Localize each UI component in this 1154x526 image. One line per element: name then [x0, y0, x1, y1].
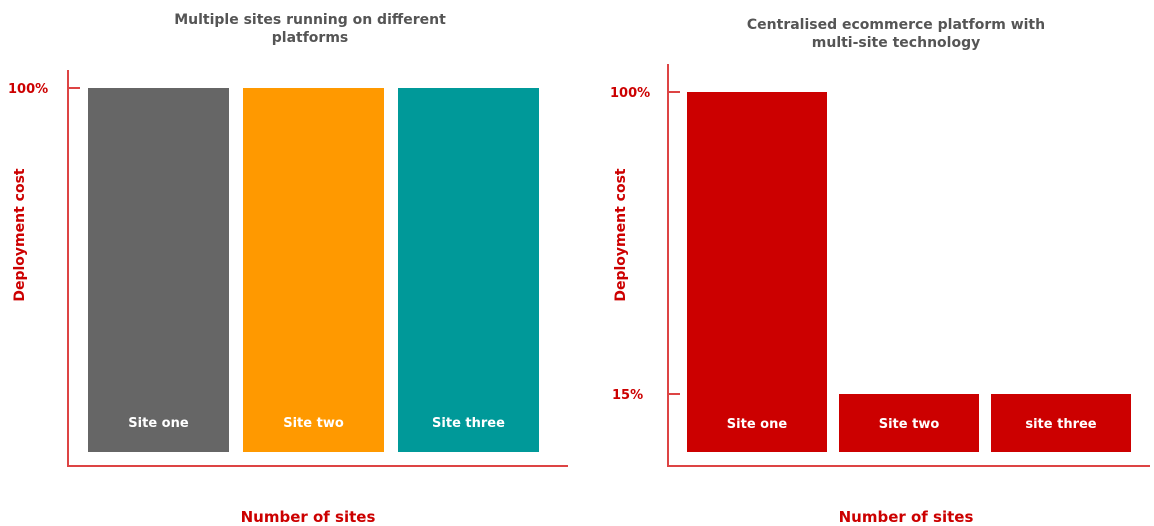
chart-left-axes: [67, 70, 568, 467]
bar-label-2: Site two: [283, 416, 344, 431]
chart-right-bars: Site one Site two site three: [687, 92, 1131, 452]
chart-left-title-line-1: Multiple sites running on different: [174, 12, 446, 28]
chart-right-xlabel: Number of sites: [839, 508, 974, 526]
bar-label-3: site three: [1025, 417, 1096, 432]
chart-right: Centralised ecommerce platform with mult…: [610, 17, 1150, 526]
bar-3: [398, 88, 539, 452]
chart-left-title-line-2: platforms: [272, 30, 349, 46]
chart-right-axes: [667, 64, 1150, 467]
bar-label-1: Site one: [128, 416, 189, 431]
bar-3: [991, 394, 1131, 452]
bar-2: [243, 88, 384, 452]
chart-right-ytick-15: 15%: [612, 388, 643, 403]
chart-right-ylabel: Deployment cost: [613, 168, 629, 302]
chart-left-xlabel: Number of sites: [241, 508, 376, 526]
chart-left-bars: Site one Site two Site three: [88, 88, 539, 452]
chart-right-title-line-2: multi-site technology: [812, 35, 980, 51]
bar-2: [839, 394, 979, 452]
bar-1: [88, 88, 229, 452]
chart-right-ytick-100: 100%: [610, 86, 650, 101]
bar-label-1: Site one: [727, 417, 788, 432]
bar-1: [687, 92, 827, 452]
chart-left: Multiple sites running on different plat…: [8, 12, 568, 526]
bar-label-2: Site two: [879, 417, 940, 432]
chart-left-ylabel: Deployment cost: [12, 168, 28, 302]
chart-left-ytick-100: 100%: [8, 82, 48, 97]
chart-right-title-line-1: Centralised ecommerce platform with: [747, 17, 1045, 33]
bar-label-3: Site three: [432, 416, 505, 431]
